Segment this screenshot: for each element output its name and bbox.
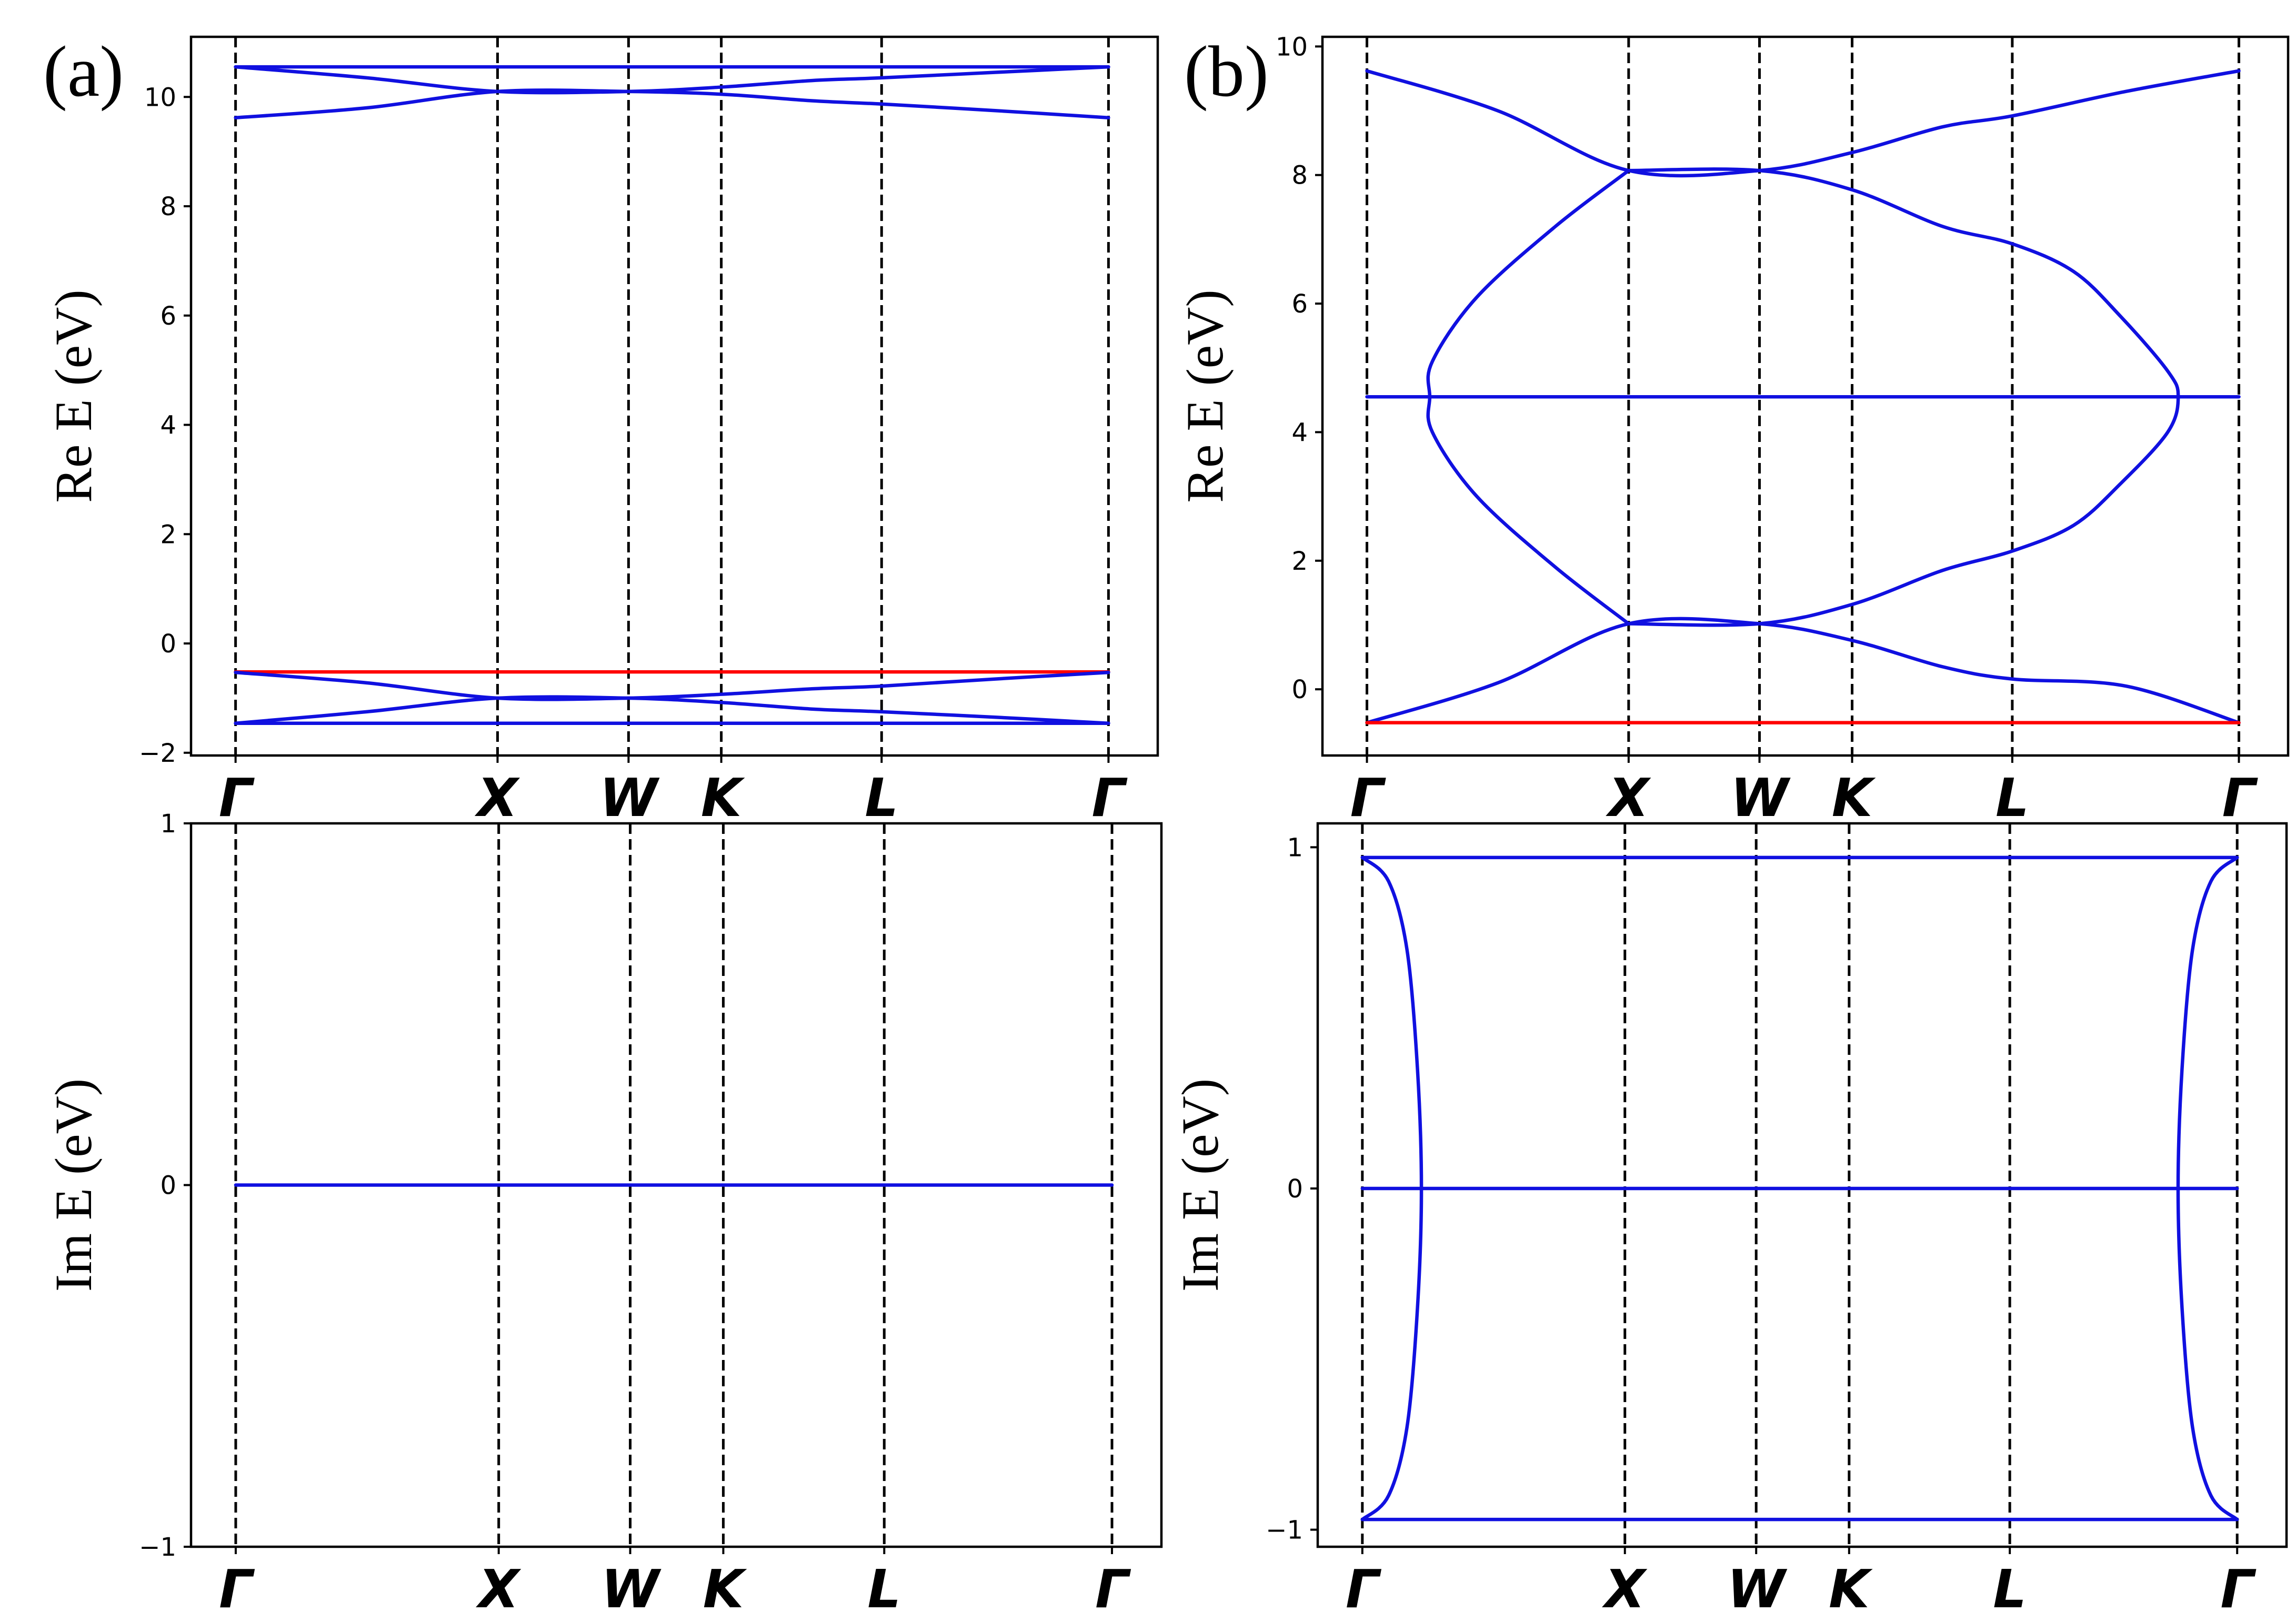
- x-tick-label: Γ: [219, 767, 255, 829]
- x-tick-label: X: [1601, 1558, 1648, 1612]
- y-tick-label: 8: [160, 192, 176, 221]
- y-tick-label: 8: [1291, 161, 1308, 190]
- band-line: [1365, 617, 2241, 724]
- y-tick-label: 1: [160, 809, 176, 839]
- axes-frame: [189, 35, 1159, 757]
- x-tick-label: L: [1993, 1558, 2027, 1612]
- band-line: [1365, 69, 2241, 178]
- y-tick-label: −2: [139, 739, 176, 768]
- x-tick-label: L: [867, 1558, 901, 1612]
- y-tick-label: 6: [160, 301, 176, 331]
- band-line: [234, 695, 1110, 725]
- x-tick-label: K: [701, 767, 745, 829]
- panel-label: (b): [1184, 31, 1269, 112]
- y-tick-label: 2: [160, 520, 176, 549]
- y-tick-label: 0: [160, 1171, 176, 1201]
- y-tick-label: 0: [160, 629, 176, 659]
- x-tick-label: Γ: [1346, 1558, 1382, 1612]
- panel-1: −2 0 2 4 6 8 10 Γ X W K L Γ Re E (eV) (a): [43, 31, 1159, 829]
- x-tick-label: Γ: [1095, 1558, 1131, 1612]
- panel-2: 0 2 4 6 8 10 Γ X W K L Γ Re E (eV) (b): [1176, 31, 2290, 829]
- band-line: [234, 65, 1110, 95]
- band-line: [1360, 855, 1423, 1522]
- y-axis-label: Im E (eV): [44, 1079, 103, 1292]
- x-tick-label: K: [1829, 1558, 1873, 1612]
- band-line: [2176, 855, 2239, 1522]
- x-tick-label: W: [601, 1558, 661, 1612]
- band-line: [234, 88, 1110, 119]
- axes-frame: [1316, 822, 2288, 1548]
- x-tick-label: X: [474, 767, 520, 829]
- y-tick-label: −1: [139, 1533, 176, 1562]
- y-axis-label: Re E (eV): [44, 289, 103, 502]
- y-axis-label: Im E (eV): [1171, 1079, 1229, 1292]
- y-tick-label: 0: [1291, 675, 1308, 704]
- x-tick-label: Γ: [2220, 1558, 2257, 1612]
- x-tick-label: Γ: [2222, 767, 2259, 829]
- y-tick-label: 10: [144, 83, 176, 112]
- y-tick-label: 4: [1291, 418, 1308, 447]
- x-tick-label: Γ: [1092, 767, 1128, 829]
- panel-label: (a): [43, 31, 124, 112]
- y-tick-label: 2: [1291, 547, 1308, 576]
- x-tick-label: K: [1832, 767, 1876, 829]
- x-tick-label: Γ: [1350, 767, 1387, 829]
- x-tick-label: Γ: [219, 1558, 255, 1612]
- x-tick-label: K: [703, 1558, 747, 1612]
- y-tick-label: 6: [1291, 289, 1308, 319]
- y-tick-label: 0: [1287, 1174, 1303, 1204]
- y-axis-label: Re E (eV): [1176, 289, 1234, 502]
- y-tick-label: 10: [1276, 32, 1308, 62]
- x-tick-label: X: [1605, 767, 1651, 829]
- x-tick-label: X: [475, 1558, 522, 1612]
- panel-4: −1 0 1 Γ X W K L Γ Im E (eV): [1171, 822, 2288, 1612]
- x-tick-label: W: [599, 767, 660, 829]
- x-tick-label: L: [865, 767, 898, 829]
- panel-3: −1 0 1 Γ X W K L Γ Im E (eV): [44, 809, 1163, 1612]
- x-tick-label: W: [1727, 1558, 1788, 1612]
- band-line: [234, 670, 1110, 701]
- x-tick-label: L: [1996, 767, 2029, 829]
- x-tick-label: W: [1730, 767, 1791, 829]
- axes-frame: [1321, 35, 2290, 757]
- y-tick-label: −1: [1266, 1516, 1303, 1545]
- y-tick-label: 1: [1287, 833, 1303, 862]
- y-tick-label: 4: [160, 411, 176, 440]
